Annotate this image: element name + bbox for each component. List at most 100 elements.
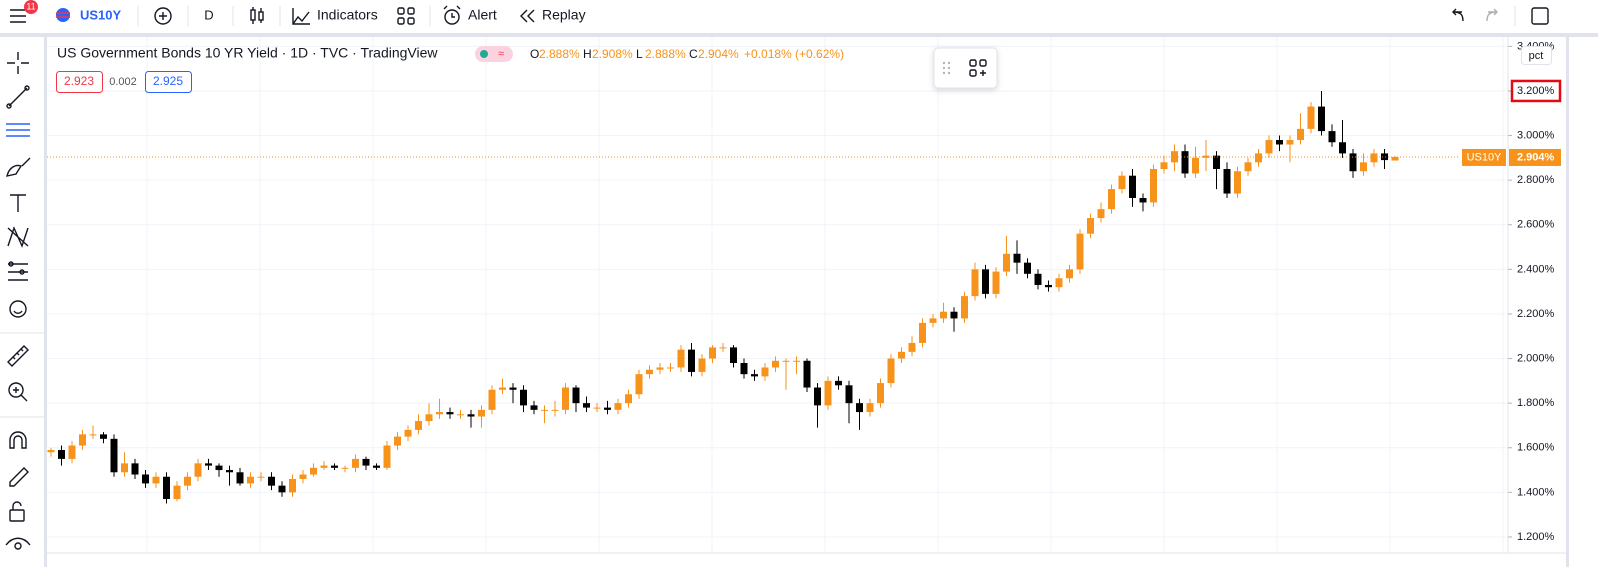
right-sidebar-divider <box>1566 33 1569 567</box>
candle-body <box>719 347 727 349</box>
candle-body <box>856 403 863 413</box>
candle-body <box>320 465 328 468</box>
candle-body <box>887 358 895 384</box>
candle-body <box>1087 218 1094 234</box>
candle-body <box>226 470 233 473</box>
candle-body <box>782 360 790 362</box>
text-tool[interactable] <box>10 194 26 212</box>
symbol-search[interactable]: US10Y <box>80 7 122 22</box>
indicators-button[interactable] <box>292 8 310 25</box>
fullscreen-button[interactable] <box>1531 7 1549 25</box>
candle-body <box>1318 106 1325 132</box>
candle-body <box>898 351 905 359</box>
brush-tool[interactable] <box>6 157 31 177</box>
candle-body <box>509 387 517 390</box>
ask-value[interactable]: 2.925 <box>153 74 183 88</box>
candle-body <box>1213 155 1220 170</box>
scale-button-label[interactable]: pct <box>1529 50 1544 62</box>
prediction-tool[interactable] <box>8 261 28 281</box>
y-tick-label: 2.600% <box>1517 219 1555 231</box>
candle-body <box>352 458 359 468</box>
candle-body <box>142 474 149 484</box>
candle-body <box>793 360 800 362</box>
menu-button[interactable] <box>10 9 26 23</box>
candle-body <box>1307 106 1315 129</box>
candle-body <box>184 476 191 486</box>
last-symbol-tag <box>1462 148 1506 166</box>
replay-button[interactable] <box>520 9 535 23</box>
candle-body <box>1171 151 1178 163</box>
bid-value[interactable]: 2.923 <box>64 74 94 88</box>
ask-box[interactable] <box>145 71 192 93</box>
drag-handle[interactable] <box>942 61 951 75</box>
templates-button[interactable] <box>397 7 415 25</box>
candle-body <box>877 383 884 404</box>
magnet-tool[interactable] <box>9 431 27 449</box>
left-toolbar-divider <box>44 33 47 567</box>
scale-button[interactable] <box>1521 46 1552 65</box>
replay-label[interactable]: Replay <box>542 7 586 23</box>
redo-button[interactable] <box>1486 8 1498 22</box>
measure-tool[interactable] <box>7 345 29 367</box>
candle-body <box>100 434 107 439</box>
crosshair-tool[interactable] <box>7 52 29 74</box>
candle-body <box>982 269 989 294</box>
candle-body <box>310 467 317 475</box>
candle-body <box>541 409 548 411</box>
candle-body <box>824 380 832 406</box>
candle-body <box>446 412 454 415</box>
candle-body <box>667 367 674 369</box>
candle-body <box>1181 151 1189 174</box>
undo-button[interactable] <box>1452 8 1464 22</box>
candle-body <box>152 476 160 484</box>
indicators-label[interactable]: Indicators <box>317 7 378 23</box>
zoom-tool[interactable] <box>8 382 28 402</box>
candle-body <box>1013 253 1021 263</box>
candle-body <box>205 463 212 466</box>
trend-line-tool[interactable] <box>6 85 30 109</box>
candle-body <box>1265 140 1273 154</box>
candle-body <box>1286 140 1294 145</box>
candle-body <box>698 358 706 372</box>
candle-body <box>1339 142 1346 154</box>
layout-button[interactable] <box>969 59 987 77</box>
candle-body <box>1118 175 1126 190</box>
candle-body <box>1055 278 1063 288</box>
candle-body <box>278 485 286 493</box>
candle-body <box>1129 175 1136 198</box>
candle-body <box>383 445 391 468</box>
hide-tool[interactable] <box>5 537 31 550</box>
compare-button[interactable] <box>154 7 172 25</box>
candle-body <box>499 387 506 390</box>
market-status <box>475 46 513 62</box>
candle-body <box>1160 162 1168 170</box>
status-icon: ≈ <box>498 48 504 60</box>
close-value: 2.904% <box>698 47 739 61</box>
stay-drawing-tool[interactable] <box>9 467 29 487</box>
bid-box[interactable] <box>56 71 103 93</box>
candle-body <box>583 403 590 408</box>
candle-body <box>47 449 55 453</box>
alert-label[interactable]: Alert <box>468 7 497 23</box>
y-tick-label: 1.800% <box>1517 397 1555 409</box>
candle-body <box>79 434 86 446</box>
candle-body <box>751 374 758 377</box>
candle-body <box>1360 162 1367 172</box>
chart-type-button[interactable] <box>250 7 264 24</box>
alert-button[interactable] <box>443 5 461 25</box>
fib-tool[interactable] <box>6 123 30 137</box>
lock-tool[interactable] <box>9 501 25 522</box>
candle-body <box>1003 253 1010 272</box>
icon-tool[interactable] <box>9 300 27 318</box>
low-value: 2.888% <box>645 47 686 61</box>
candle-body <box>772 360 779 368</box>
candle-body <box>961 296 968 319</box>
candle-body <box>929 318 937 323</box>
pattern-tool[interactable] <box>7 226 29 248</box>
spread-value: 0.002 <box>109 76 137 88</box>
candle-body <box>1244 162 1252 172</box>
interval-button[interactable]: D <box>204 7 213 22</box>
price-axis: 1.200% 1.400% 1.600% 1.800% 2.000% 2.200% 2.40… <box>1462 40 1562 543</box>
candle-body <box>572 387 580 404</box>
candle-body <box>110 438 118 473</box>
